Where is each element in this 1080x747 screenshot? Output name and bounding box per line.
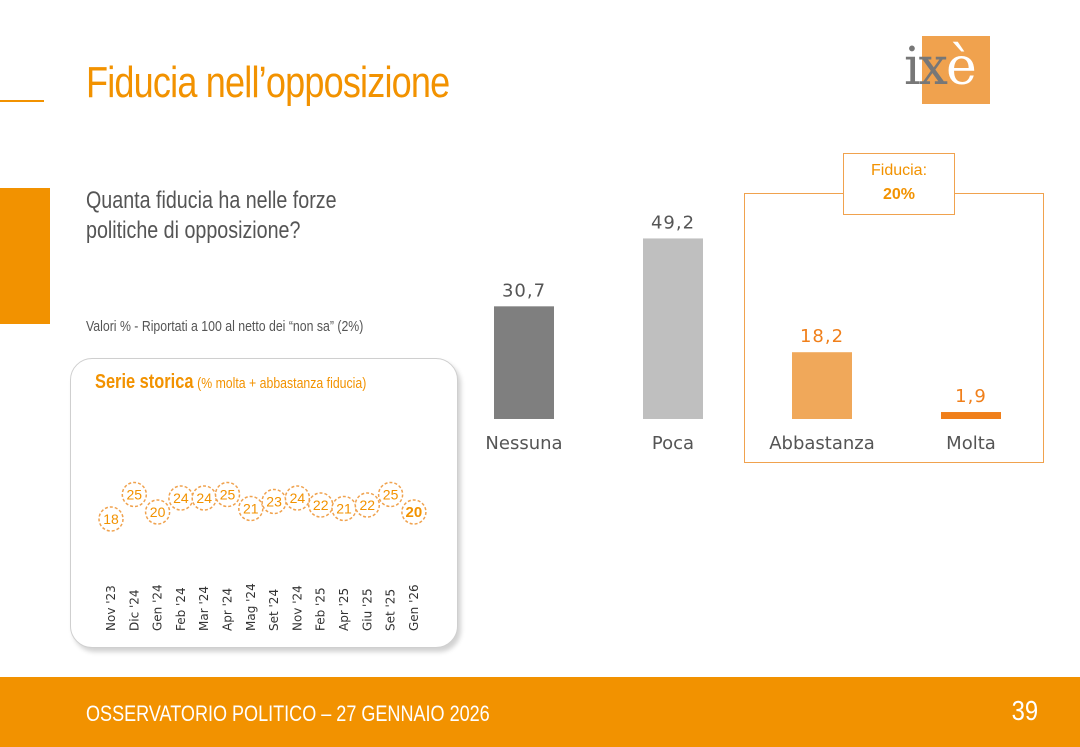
series-point	[214, 481, 241, 508]
historical-series-chart: 18 Nov '23 25 Dic '24 20 Gen '24 24 Feb '24 24 Ma…	[98, 481, 427, 631]
series-point-label: 21	[243, 501, 259, 517]
fiducia-summary-box: Fiducia: 20%	[843, 153, 955, 215]
series-x-label: Gen '26	[407, 584, 421, 631]
page-number: 39	[1011, 695, 1038, 726]
series-point	[284, 485, 311, 511]
trust-bar-chart: 30,7 Nessuna 49,2 Poca 18,2 Abbastanza 1,9 Molt…	[485, 212, 1001, 454]
series-point-label: 22	[360, 497, 376, 513]
series-x-label: Gen '24	[151, 584, 165, 631]
series-point-label: 25	[127, 487, 143, 503]
footer-bar: OSSERVATORIO POLITICO – 27 GENNAIO 2026 …	[0, 677, 1080, 747]
series-point-label: 24	[173, 490, 189, 506]
series-point-label: 25	[220, 487, 236, 503]
bar-nessuna	[494, 306, 554, 419]
category-label: Nessuna	[485, 433, 562, 454]
category-label: Abbastanza	[769, 433, 875, 454]
series-x-label: Nov '23	[104, 585, 118, 631]
bar-value-label: 30,7	[502, 280, 546, 301]
bar-value-label: 1,9	[955, 386, 987, 407]
page-title: Fiducia nell’opposizione	[86, 58, 450, 107]
logo-text-dark: ix	[904, 37, 948, 97]
series-point-label: 22	[313, 497, 329, 513]
series-point	[144, 499, 171, 525]
series-point-label: 20	[150, 504, 166, 520]
series-x-label: Set '25	[384, 589, 398, 631]
series-point-label: 21	[336, 501, 352, 517]
series-title: Serie storica	[95, 371, 194, 393]
category-label: Poca	[652, 433, 694, 454]
series-x-label: Mag '24	[244, 583, 258, 631]
series-x-label: Apr '24	[221, 588, 235, 631]
bar-abbastanza	[792, 352, 852, 419]
survey-question: Quanta fiducia ha nelle forze politiche …	[86, 187, 337, 244]
series-x-label: Mar '24	[197, 586, 211, 631]
series-x-label: Feb '24	[174, 587, 188, 631]
series-x-label: Giu '25	[360, 588, 374, 631]
series-point-label: 24	[290, 490, 306, 506]
series-x-label: Dic '24	[127, 589, 141, 631]
category-label: Molta	[946, 433, 996, 454]
series-point	[121, 481, 148, 508]
series-x-label: Nov '24	[290, 585, 304, 631]
bar-value-label: 49,2	[651, 212, 695, 233]
series-point	[401, 499, 427, 525]
series-point	[98, 506, 124, 532]
bar-poca	[643, 238, 703, 419]
fiducia-label: Fiducia:	[870, 162, 928, 179]
series-point-label: 24	[196, 490, 212, 506]
historical-series-card: Serie storica (% molta + abbastanza fidu…	[70, 358, 458, 648]
series-point-label: 23	[266, 494, 282, 510]
series-point-label: 20	[406, 504, 423, 521]
footer-text: OSSERVATORIO POLITICO – 27 GENNAIO 2026	[86, 701, 490, 726]
series-x-label: Apr '25	[337, 588, 351, 631]
series-point	[377, 481, 404, 508]
series-subtitle: (% molta + abbastanza fiducia)	[197, 375, 367, 392]
ixe-logo: ixè	[902, 36, 990, 106]
fiducia-value: 20%	[882, 186, 916, 203]
series-point	[354, 492, 381, 518]
bar-molta	[941, 412, 1001, 419]
logo-box	[922, 36, 990, 104]
series-x-label: Set '24	[267, 589, 281, 631]
series-x-label: Feb '25	[314, 587, 328, 631]
series-point-label: 25	[383, 487, 399, 503]
logo-text-light: è	[945, 37, 977, 97]
values-note: Valori % - Riportati a 100 al netto dei …	[86, 318, 364, 335]
series-point-label: 18	[103, 511, 119, 527]
side-accent-bar	[0, 188, 50, 324]
historical-series-title: Serie storica (% molta + abbastanza fidu…	[95, 371, 366, 394]
logo-text: ixè	[904, 32, 977, 102]
bar-value-label: 18,2	[800, 326, 844, 347]
title-accent-line	[0, 100, 44, 102]
series-point	[238, 495, 264, 522]
